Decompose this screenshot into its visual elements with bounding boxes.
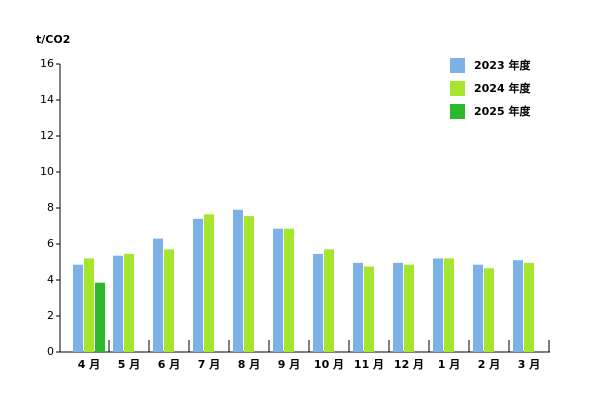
bar [164,249,174,352]
legend-label: 2023 年度 [474,58,531,72]
y-axis-label: t/CO2 [36,33,70,46]
bar [273,228,283,352]
bar [364,266,374,352]
bar [73,264,83,352]
bar [353,262,363,352]
x-tick-label: 9 月 [278,358,300,371]
x-tick-label: 10 月 [314,358,344,371]
legend-label: 2025 年度 [474,104,531,118]
y-tick-label: 12 [40,129,54,142]
bar [284,228,294,352]
bar [313,253,323,352]
x-tick-label: 11 月 [354,358,384,371]
y-tick-label: 4 [47,273,54,286]
y-tick-label: 6 [47,237,54,250]
bar [393,262,403,352]
legend-swatch [450,81,465,96]
legend-swatch [450,58,465,73]
bar [193,218,203,352]
legend-label: 2024 年度 [474,81,531,95]
bar [524,262,534,352]
bar [433,258,443,352]
y-tick-label: 14 [40,93,54,106]
bar [113,255,123,352]
x-tick-label: 5 月 [118,358,140,371]
x-tick-label: 7 月 [198,358,220,371]
bar [124,253,134,352]
y-tick-label: 16 [40,57,54,70]
bar [244,216,254,352]
x-tick-label: 8 月 [238,358,260,371]
x-tick-label: 2 月 [478,358,500,371]
bar [84,258,94,352]
legend-swatch [450,104,465,119]
bar [153,238,163,352]
x-tick-label: 1 月 [438,358,460,371]
bar [513,260,523,352]
y-tick-label: 2 [47,309,54,322]
bar [324,249,334,352]
y-tick-label: 0 [47,345,54,358]
x-tick-label: 4 月 [78,358,100,371]
bar [444,258,454,352]
y-tick-label: 10 [40,165,54,178]
bar [484,268,494,352]
bar [473,264,483,352]
x-tick-label: 6 月 [158,358,180,371]
bar [233,209,243,352]
bar [204,214,214,352]
x-tick-label: 3 月 [518,358,540,371]
bar [404,264,414,352]
y-tick-label: 8 [47,201,54,214]
bar [95,282,105,352]
x-tick-label: 12 月 [394,358,424,371]
